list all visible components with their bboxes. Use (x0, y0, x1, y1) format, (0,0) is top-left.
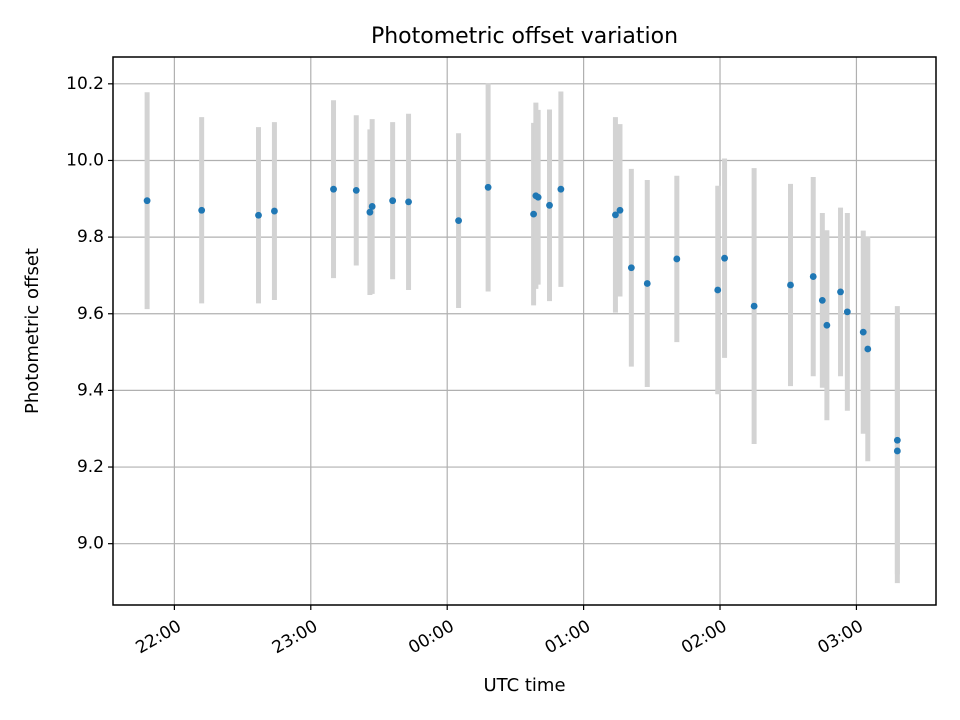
data-point (366, 208, 374, 216)
y-tick-label: 9.6 (77, 304, 104, 324)
data-point (389, 197, 397, 205)
y-tick-label: 9.4 (77, 380, 104, 400)
data-point (714, 286, 722, 294)
data-point (271, 207, 278, 215)
data-point (864, 345, 872, 353)
y-tick-label: 9.8 (77, 227, 104, 247)
data-point (255, 211, 262, 219)
y-axis-label: Photometric offset (22, 248, 43, 414)
data-point (455, 217, 462, 225)
data-point (534, 193, 542, 201)
data-point (809, 273, 817, 280)
data-point (859, 328, 867, 336)
x-axis-label: UTC time (483, 675, 565, 696)
data-point (557, 185, 565, 193)
data-point (643, 280, 651, 287)
data-point (787, 281, 794, 289)
y-tick-label: 9.2 (77, 457, 104, 477)
data-point (330, 185, 337, 193)
data-points (143, 183, 901, 455)
data-point (198, 206, 206, 214)
data-point (818, 296, 826, 304)
data-point (530, 210, 537, 218)
data-point (612, 211, 619, 219)
data-point (546, 201, 553, 209)
data-point (627, 264, 635, 272)
data-point (368, 203, 376, 210)
y-tick-label: 9.0 (77, 534, 104, 554)
data-point (673, 255, 681, 263)
data-point (143, 197, 151, 205)
chart-title: Photometric offset variation (371, 24, 678, 49)
data-point (484, 183, 492, 191)
data-point (405, 198, 412, 206)
y-tick-label: 10.0 (66, 150, 104, 170)
y-tick-label: 10.2 (66, 74, 104, 94)
data-point (837, 288, 844, 296)
data-point (843, 308, 851, 316)
plot-frame (112, 56, 937, 606)
data-point (721, 254, 728, 262)
data-point (750, 302, 758, 310)
data-point (823, 321, 831, 329)
data-point (893, 447, 901, 455)
data-point (352, 186, 360, 194)
data-point (616, 206, 624, 214)
data-point (893, 436, 901, 444)
